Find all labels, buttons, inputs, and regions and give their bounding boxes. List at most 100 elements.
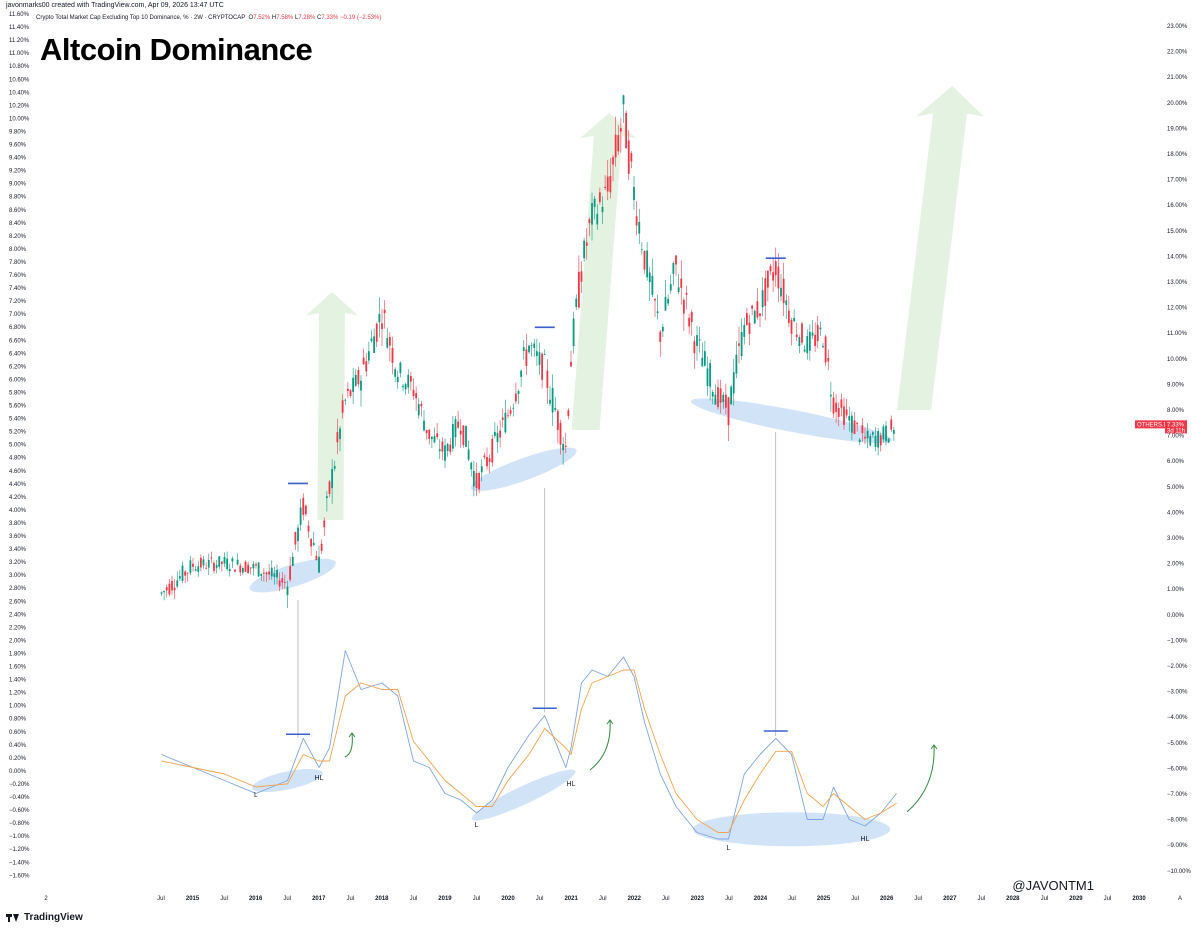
candle-body — [580, 271, 583, 282]
candle-body — [163, 591, 166, 593]
candle-body — [892, 429, 895, 434]
oscillator-signal-line — [161, 669, 897, 833]
candle-body — [538, 352, 541, 366]
left-tick: 0.60% — [9, 730, 27, 736]
candle-body — [496, 433, 499, 443]
candle-body — [315, 555, 318, 561]
time-tick: Jul — [410, 896, 418, 902]
candle-body — [583, 240, 586, 259]
candle-body — [690, 312, 693, 323]
candle-body — [399, 362, 402, 374]
candle-body — [604, 186, 607, 188]
right-tick: 12.00% — [1167, 306, 1188, 312]
candle-body — [850, 415, 853, 433]
price-tag-countdown: 3d 11h — [1167, 428, 1185, 434]
left-tick: 2.80% — [9, 586, 27, 592]
left-tick: 8.40% — [9, 221, 27, 227]
time-tick: 2022 — [628, 896, 642, 902]
candle-body — [160, 592, 163, 594]
right-tick: 10.00% — [1167, 357, 1188, 363]
candle-body — [430, 436, 433, 440]
right-tick: 23.00% — [1167, 24, 1188, 30]
left-tick: 11.60% — [9, 12, 30, 18]
right-tick: 14.00% — [1167, 254, 1188, 260]
candle-body — [444, 445, 446, 461]
candle-body — [210, 557, 213, 559]
candle-body — [181, 565, 184, 581]
candle-body — [656, 311, 659, 313]
candle-body — [866, 430, 869, 439]
candle-body — [423, 420, 425, 431]
candle-body — [528, 345, 530, 353]
price-tag-symbol-box — [1135, 420, 1165, 429]
candle-body — [310, 538, 313, 547]
candle-body — [577, 271, 580, 308]
time-tick: Jul — [914, 896, 922, 902]
candle-body — [808, 331, 811, 351]
candle-body — [858, 439, 861, 443]
candle-body — [276, 569, 278, 578]
ohlc-high-label: H — [271, 15, 277, 21]
right-tick: −5.00% — [1167, 741, 1188, 747]
candle-body — [370, 338, 373, 341]
candle-body — [627, 140, 630, 174]
candle-body — [199, 557, 202, 568]
candle-body — [231, 558, 234, 562]
time-tick: Jul — [473, 896, 481, 902]
candle-body — [349, 390, 352, 396]
candle-body — [244, 561, 247, 572]
candle-body — [593, 198, 596, 208]
candle-body — [667, 298, 670, 304]
tradingview-logo[interactable]: TradingView — [6, 912, 83, 923]
candle-body — [588, 219, 591, 224]
left-tick: 1.00% — [9, 704, 27, 710]
candle-body — [507, 415, 509, 417]
ohlc-low: 7.28% — [298, 15, 316, 21]
candle-body — [525, 349, 528, 366]
left-tick: 2.60% — [9, 599, 27, 605]
left-tick: 7.60% — [9, 273, 27, 279]
candle-body — [806, 336, 809, 354]
left-tick: 4.40% — [9, 482, 27, 488]
candle-body — [598, 192, 601, 203]
candle-body — [501, 417, 504, 420]
candle-body — [428, 429, 431, 439]
candle-body — [522, 347, 525, 351]
candle-body — [352, 377, 355, 392]
candle-body — [811, 332, 814, 336]
candle-body — [730, 386, 733, 405]
candle-body — [517, 391, 520, 395]
momentum-arrow — [589, 719, 611, 771]
candle-body — [640, 249, 643, 251]
time-tick: 2021 — [564, 896, 578, 902]
oscillator-ellipse — [471, 769, 576, 821]
candle-body — [591, 203, 593, 225]
time-tick: 2024 — [754, 896, 768, 902]
candle-body — [541, 353, 544, 380]
left-tick: 11.40% — [9, 25, 30, 31]
candle-body — [759, 313, 761, 317]
candle-body — [176, 580, 179, 587]
momentum-arrow-head — [606, 719, 614, 725]
candle-body — [743, 325, 746, 338]
projection-arrow — [571, 113, 636, 430]
right-tick: −4.00% — [1167, 715, 1188, 721]
tradingview-wordmark: TradingView — [24, 912, 83, 923]
candle-body — [255, 564, 257, 566]
candle-body — [420, 403, 423, 407]
left-tick: −1.60% — [9, 873, 30, 879]
candle-body — [787, 310, 790, 323]
right-tick: 8.00% — [1167, 408, 1185, 414]
left-tick: 1.40% — [9, 678, 27, 684]
candle-body — [709, 363, 712, 387]
candle-body — [333, 466, 336, 469]
swing-label: HL — [315, 775, 324, 782]
right-tick: 20.00% — [1167, 101, 1188, 107]
candle-body — [441, 441, 444, 452]
candle-body — [680, 278, 683, 288]
highlight-ellipse — [690, 398, 893, 444]
right-tick: −3.00% — [1167, 690, 1188, 696]
left-tick: 4.80% — [9, 456, 27, 462]
left-tick: 4.00% — [9, 508, 27, 514]
